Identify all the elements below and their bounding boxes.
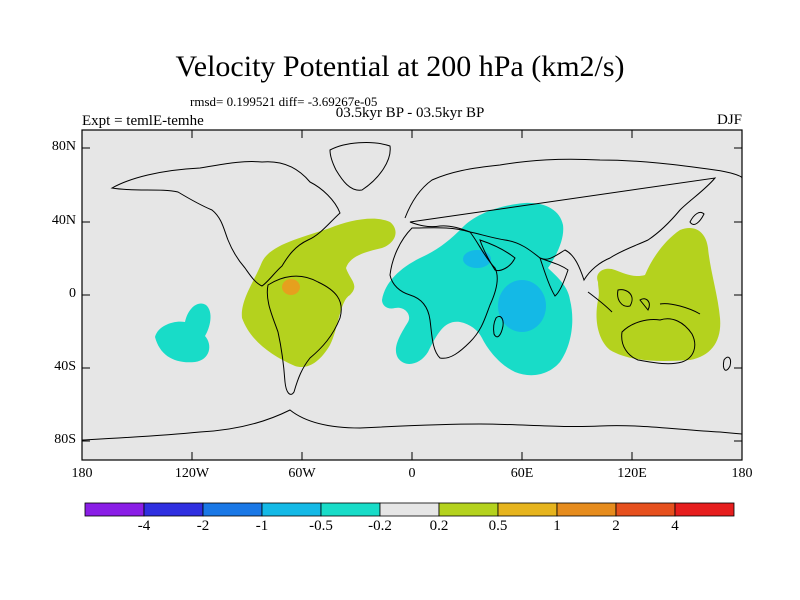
colorbar-label-3: -1	[255, 518, 269, 534]
coastline-greenland	[329, 142, 391, 191]
colorbar-swatch-8	[497, 502, 558, 517]
shading-red-sea-strong	[463, 250, 491, 268]
velocity-potential-shading	[155, 202, 721, 376]
colorbar-label-7: 0.5	[488, 518, 508, 534]
coastline-australia	[621, 318, 696, 365]
lat-label-80n: 80N	[51, 139, 76, 154]
coastline-eurasia	[404, 158, 743, 282]
colorbar-label-4: -0.5	[309, 518, 333, 534]
shading-americas-positive	[241, 218, 396, 368]
colorbar-label-2: -2	[196, 518, 210, 534]
period-label: 03.5kyr BP - 03.5kyr BP	[335, 105, 485, 121]
shading-south-pacific-negative	[155, 303, 211, 363]
lon-label-180w: 180	[71, 466, 93, 481]
shading-indian-ocean-strong	[498, 280, 546, 332]
colorbar-swatch-10	[615, 502, 676, 517]
coastline-north-america	[110, 161, 341, 287]
colorbar-swatch-5	[320, 502, 381, 517]
colorbar	[84, 502, 735, 517]
coastlines	[81, 142, 743, 441]
coastline-south-america	[266, 275, 342, 395]
shading-africa-indian-negative	[382, 202, 573, 376]
colorbar-label-5: -0.2	[368, 518, 392, 534]
coastline-india	[539, 257, 569, 297]
colorbar-swatch-7	[438, 502, 499, 517]
colorbar-label-9: 2	[612, 518, 620, 534]
lon-label-60w: 60W	[288, 466, 316, 481]
colorbar-swatch-1	[84, 502, 145, 517]
lat-label-40s: 40S	[54, 359, 76, 374]
season-label: DJF	[716, 112, 742, 128]
colorbar-swatch-11	[674, 502, 735, 517]
lat-label-40n: 40N	[51, 213, 76, 228]
coastline-africa	[389, 227, 498, 359]
plot-title: Velocity Potential at 200 hPa (km2/s)	[175, 50, 625, 83]
shading-orange-blob	[282, 279, 300, 295]
lon-label-120w: 120W	[174, 466, 210, 481]
colorbar-swatch-9	[556, 502, 617, 517]
coastline-arabia	[479, 239, 516, 271]
lon-label-0: 0	[408, 466, 416, 481]
lon-label-180e: 180	[731, 466, 753, 481]
experiment-label: Expt = temlE-temhe	[82, 113, 204, 129]
lat-label-80s: 80S	[54, 432, 76, 447]
colorbar-swatch-2	[143, 502, 204, 517]
colorbar-label-10: 4	[671, 518, 679, 534]
colorbar-swatch-6	[379, 502, 440, 517]
coastline-japan	[689, 211, 705, 225]
lon-label-120e: 120E	[617, 466, 647, 481]
colorbar-label-1: -4	[137, 518, 151, 534]
stats-text: rmsd= 0.199521 diff= -3.69267e-05	[190, 94, 378, 109]
colorbar-label-8: 1	[553, 518, 561, 534]
lat-label-0: 0	[69, 286, 76, 301]
coastline-sumatra-borneo	[587, 289, 701, 315]
coastline-antarctica	[81, 409, 743, 441]
coastline-madagascar	[493, 315, 504, 338]
colorbar-swatch-4	[261, 502, 322, 517]
coastline-new-zealand	[723, 356, 731, 371]
colorbar-swatch-3	[202, 502, 263, 517]
colorbar-label-6: 0.2	[429, 518, 449, 534]
axis-ticks	[81, 130, 743, 460]
lon-label-60e: 60E	[510, 466, 534, 481]
